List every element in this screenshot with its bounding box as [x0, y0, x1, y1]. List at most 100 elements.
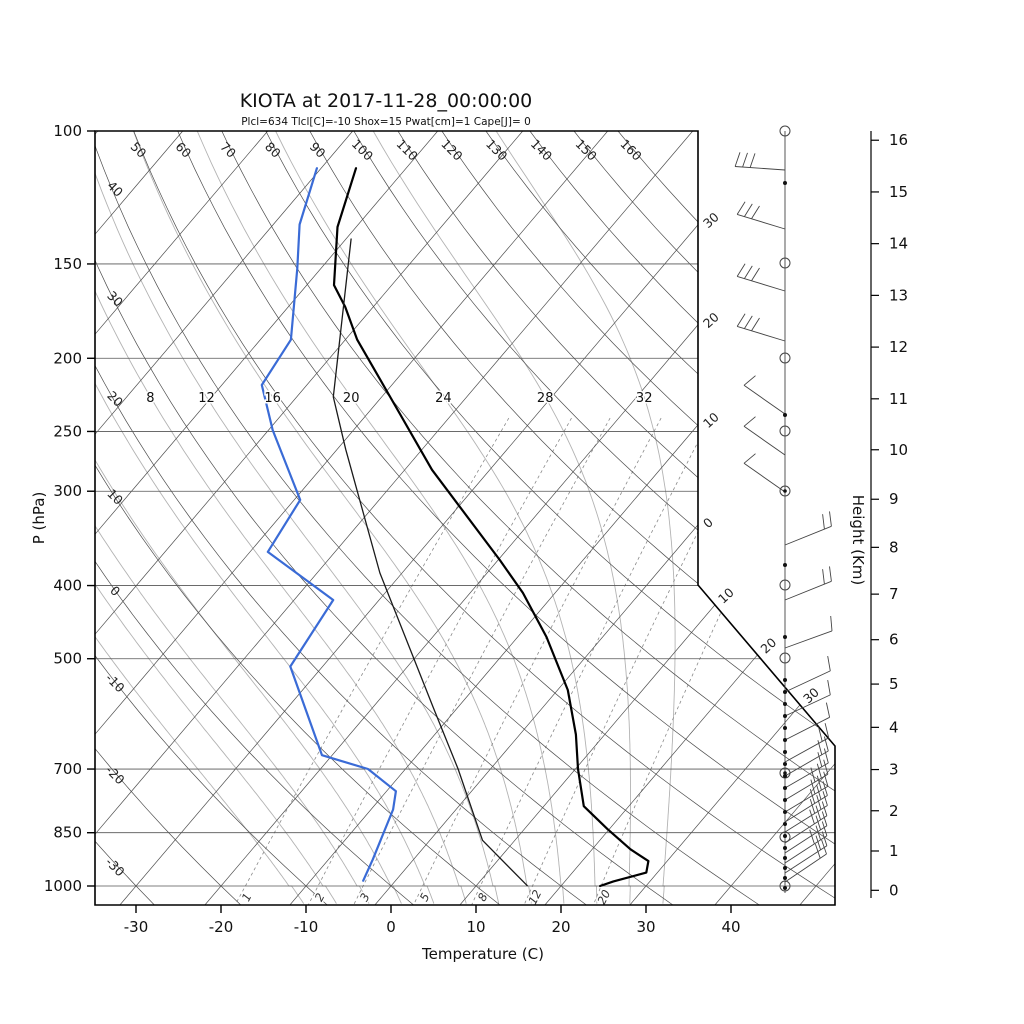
mixing-ratio-line [413, 417, 662, 905]
wind-barb-feather [817, 752, 823, 767]
level-circle [779, 125, 791, 137]
height-tick-label: 14 [889, 235, 908, 253]
wind-barb-shaft [784, 825, 828, 854]
level-dot [783, 876, 787, 880]
level-dot [783, 563, 787, 567]
isotherm-line [95, 131, 269, 905]
wind-barb-feather [751, 267, 760, 282]
wind-barb-shaft [784, 670, 831, 693]
wind-barb-feather [816, 784, 822, 800]
height-tick-label: 4 [889, 718, 899, 736]
moist-adiabat-label: 24 [435, 391, 452, 406]
dry-adiabat-line [95, 131, 760, 905]
level-dot [783, 750, 787, 754]
wind-barb-shaft [784, 750, 829, 777]
wind-barb-feather [744, 265, 753, 279]
level-dot [783, 762, 787, 766]
dry-adiabat-line [573, 131, 835, 905]
isotherm-line [95, 131, 609, 905]
level-dot [783, 714, 787, 718]
wind-barb-feather [809, 809, 815, 825]
wind-barb-feather [743, 416, 756, 427]
wind-barb-shaft [784, 805, 828, 833]
temperature-axis-title: Temperature (C) [421, 945, 544, 963]
dry-adiabat-line [95, 131, 587, 905]
dry-adiabat-line [309, 131, 835, 905]
wind-barb-feather [821, 831, 828, 846]
wind-barb-feather [810, 767, 816, 783]
wind-barb-feather [816, 763, 822, 779]
pressure-tick-label: 100 [53, 122, 82, 140]
level-dot [783, 726, 787, 730]
wind-barb-feather [743, 453, 756, 464]
temperature-axis: -30 -20 -10 0 10 20 30 40 [124, 905, 741, 936]
wind-barb-feather [817, 740, 823, 755]
wind-barb-shaft [784, 795, 828, 823]
level-circle [779, 485, 791, 497]
wind-barb-feather [815, 825, 822, 841]
wind-barb-shaft [784, 785, 829, 813]
wet_bulb-curve [332, 238, 528, 887]
wind-barb-feather [809, 798, 816, 814]
dry-adiabat-line [95, 131, 674, 905]
wind-barb-feather [822, 791, 828, 806]
wind-barb-shaft [737, 213, 786, 230]
height-tick-label: 15 [889, 183, 908, 201]
level-circle-dot [783, 489, 787, 493]
dry-adiabat-line [95, 131, 501, 905]
dry-adiabat-line [265, 131, 835, 905]
temperature-tick-label: 10 [466, 918, 485, 936]
wind-barb-feather [736, 201, 746, 215]
level-dot [783, 810, 787, 814]
wind-barb-feather [742, 152, 748, 168]
level-dot [783, 786, 787, 790]
wind-barb-feather [816, 775, 822, 791]
level-dot [783, 774, 787, 778]
wind-barb-shaft [784, 737, 829, 763]
wind-barb-feather [809, 788, 816, 804]
wind-barb-feather [821, 811, 828, 826]
wind-barb-feather [822, 781, 828, 796]
pressure-axis-title: P (hPa) [30, 492, 48, 545]
moist-adiabat-line [95, 131, 500, 904]
dry-adiabat-line [485, 131, 835, 905]
level-dot [783, 834, 787, 838]
mixing-ratio-line [471, 417, 711, 905]
isotherm-line [95, 131, 354, 905]
height-axis-title: Height (Km) [849, 495, 867, 586]
wind-barb-feather [734, 152, 741, 167]
wind-barb-feather [736, 313, 746, 327]
wind-barb-shaft [784, 835, 828, 864]
dry-adiabat-line [529, 131, 835, 905]
page-title: KIOTA at 2017-11-28_00:00:00 [240, 90, 533, 112]
level-dot [783, 798, 787, 802]
wind-barb-feather [823, 771, 829, 787]
stats-line: Plcl=634 Tlcl[C]=-10 Shox=15 Pwat[cm]=1 … [241, 116, 531, 128]
wind-barb-feather [818, 726, 823, 742]
wind-barb-feather [821, 801, 828, 816]
dry-adiabat-line [95, 131, 328, 905]
moist-adiabat-line [95, 131, 305, 904]
dry-adiabat-line [177, 131, 835, 905]
wind-barb-feather [829, 511, 832, 527]
height-tick-label: 1 [889, 842, 899, 860]
moist-adiabat-line [95, 131, 337, 904]
moist-adiabat-line [95, 131, 435, 904]
level-dot [783, 702, 787, 706]
height-tick-label: 6 [889, 631, 899, 649]
height-tick-label: 5 [889, 675, 899, 693]
pressure-tick-label: 500 [53, 650, 82, 668]
wind-barb-feather [749, 153, 756, 168]
wind-barb-feather [810, 779, 816, 795]
isotherm-line [544, 131, 835, 905]
isotherm-line [629, 131, 835, 905]
wind-barb-shaft [784, 845, 828, 874]
dry-adiabat-line [95, 131, 414, 905]
wind-barb-shaft [784, 630, 833, 649]
pressure-tick-label: 200 [53, 349, 82, 367]
moist-adiabat-label: 16 [264, 391, 281, 406]
moist-adiabat-line [95, 131, 467, 904]
